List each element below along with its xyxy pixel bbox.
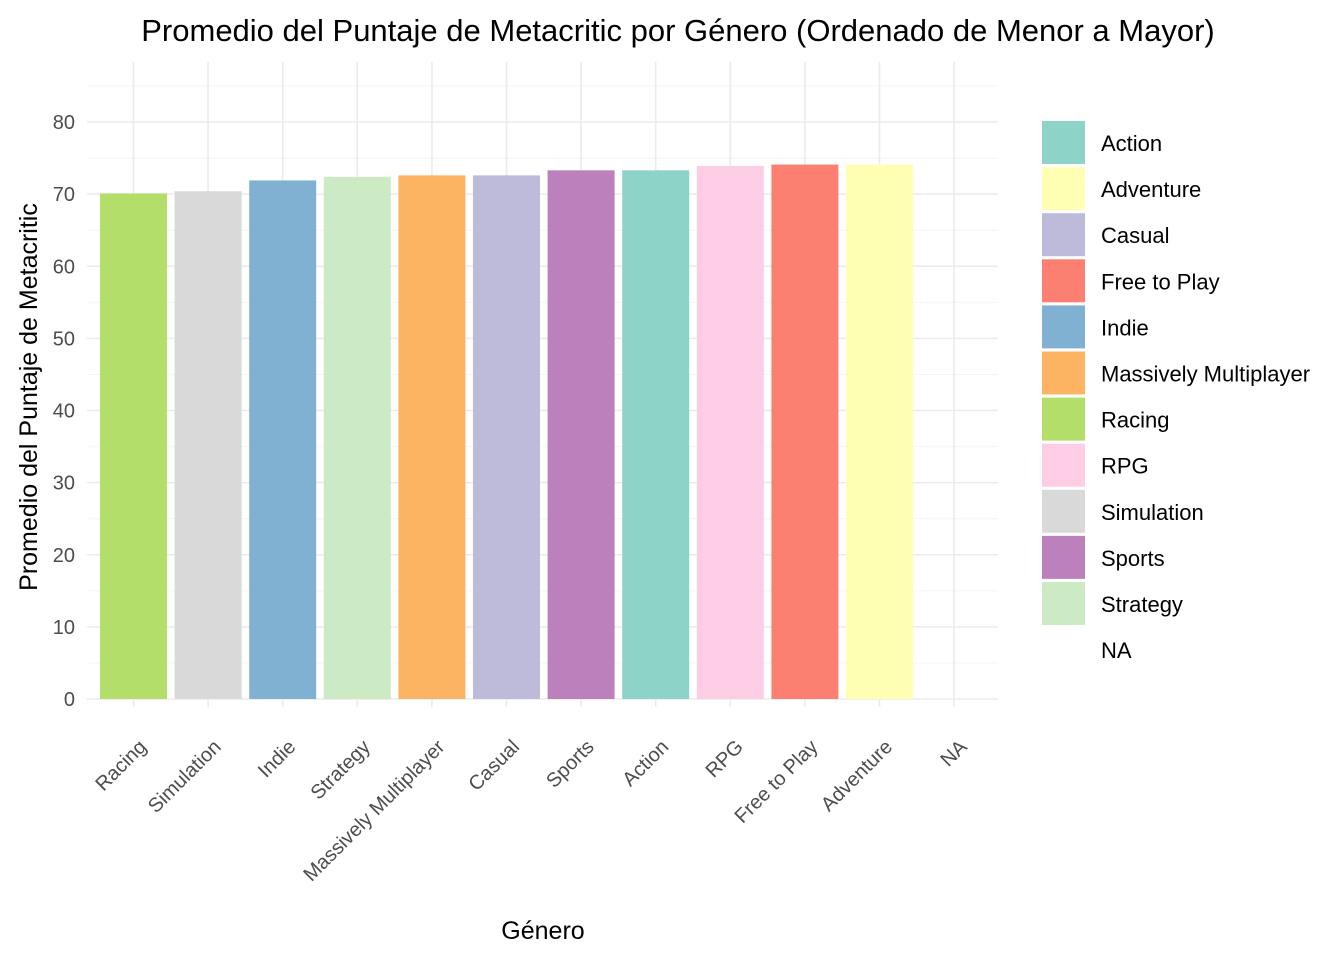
x-tick-label: RPG (702, 736, 748, 782)
legend-label: Action (1101, 131, 1162, 156)
x-axis-title: Género (501, 917, 584, 945)
bar-sports (547, 170, 615, 700)
x-tick-label: Sports (542, 736, 598, 792)
x-tick-label: Massively Multiplayer (299, 736, 449, 886)
legend-label: Casual (1101, 223, 1169, 248)
x-tick-label: Casual (464, 736, 524, 796)
bar-casual (473, 175, 540, 699)
legend-key (1042, 535, 1085, 579)
bars (100, 164, 913, 700)
legend-label: RPG (1101, 454, 1149, 479)
y-tick-label: 30 (53, 473, 75, 495)
legend-label: Simulation (1101, 500, 1204, 525)
legend-key (1042, 443, 1085, 487)
bar-action (622, 170, 690, 700)
bar-free-to-play (771, 164, 839, 699)
legend-key (1042, 305, 1085, 349)
legend: Action Adventure Casual Free to Play Indie Ma… (1042, 121, 1310, 663)
bar-rpg (696, 165, 764, 700)
bar-adventure (846, 164, 913, 699)
bar-indie (249, 180, 317, 699)
legend-label: Adventure (1101, 177, 1201, 202)
legend-key (1042, 582, 1085, 625)
legend-key (1042, 259, 1085, 303)
y-axis-title: Promedio del Puntaje de Metacritic (15, 203, 43, 591)
legend-key (1042, 489, 1085, 533)
y-tick-label: 40 (53, 401, 75, 423)
bar-racing (100, 193, 167, 699)
legend-key (1042, 213, 1085, 257)
x-tick-label: Racing (91, 736, 151, 796)
y-tick-label: 50 (53, 328, 75, 350)
legend-key (1042, 351, 1085, 395)
bar-massively-multiplayer (398, 175, 466, 699)
y-tick-label: 10 (53, 617, 75, 639)
legend-key (1042, 121, 1085, 164)
bar-strategy (323, 176, 391, 699)
x-tick-label: Indie (254, 736, 300, 782)
x-tick-label: Action (618, 736, 673, 791)
legend-label: Sports (1101, 546, 1165, 571)
y-tick-label: 60 (53, 256, 75, 278)
x-tick-label: Simulation (144, 736, 226, 818)
legend-label: Strategy (1101, 592, 1183, 617)
x-tick-label: Adventure (817, 736, 897, 816)
legend-label: NA (1101, 638, 1132, 663)
y-tick-label: 20 (53, 545, 75, 567)
legend-key (1042, 167, 1085, 211)
bar-simulation (174, 191, 242, 700)
chart-title: Promedio del Puntaje de Metacritic por G… (141, 13, 1214, 48)
legend-label: Racing (1101, 408, 1169, 433)
x-tick-label: Strategy (307, 736, 375, 804)
legend-label: Indie (1101, 315, 1149, 340)
y-tick-label: 80 (53, 112, 75, 134)
legend-key (1042, 397, 1085, 441)
legend-label: Massively Multiplayer (1101, 362, 1310, 387)
y-tick-label: 0 (64, 689, 75, 711)
y-axis-ticks: 0 10 20 30 40 50 60 70 80 (53, 112, 75, 711)
legend-label: Free to Play (1101, 269, 1220, 294)
y-tick-label: 70 (53, 184, 75, 206)
x-tick-label: NA (936, 736, 972, 772)
